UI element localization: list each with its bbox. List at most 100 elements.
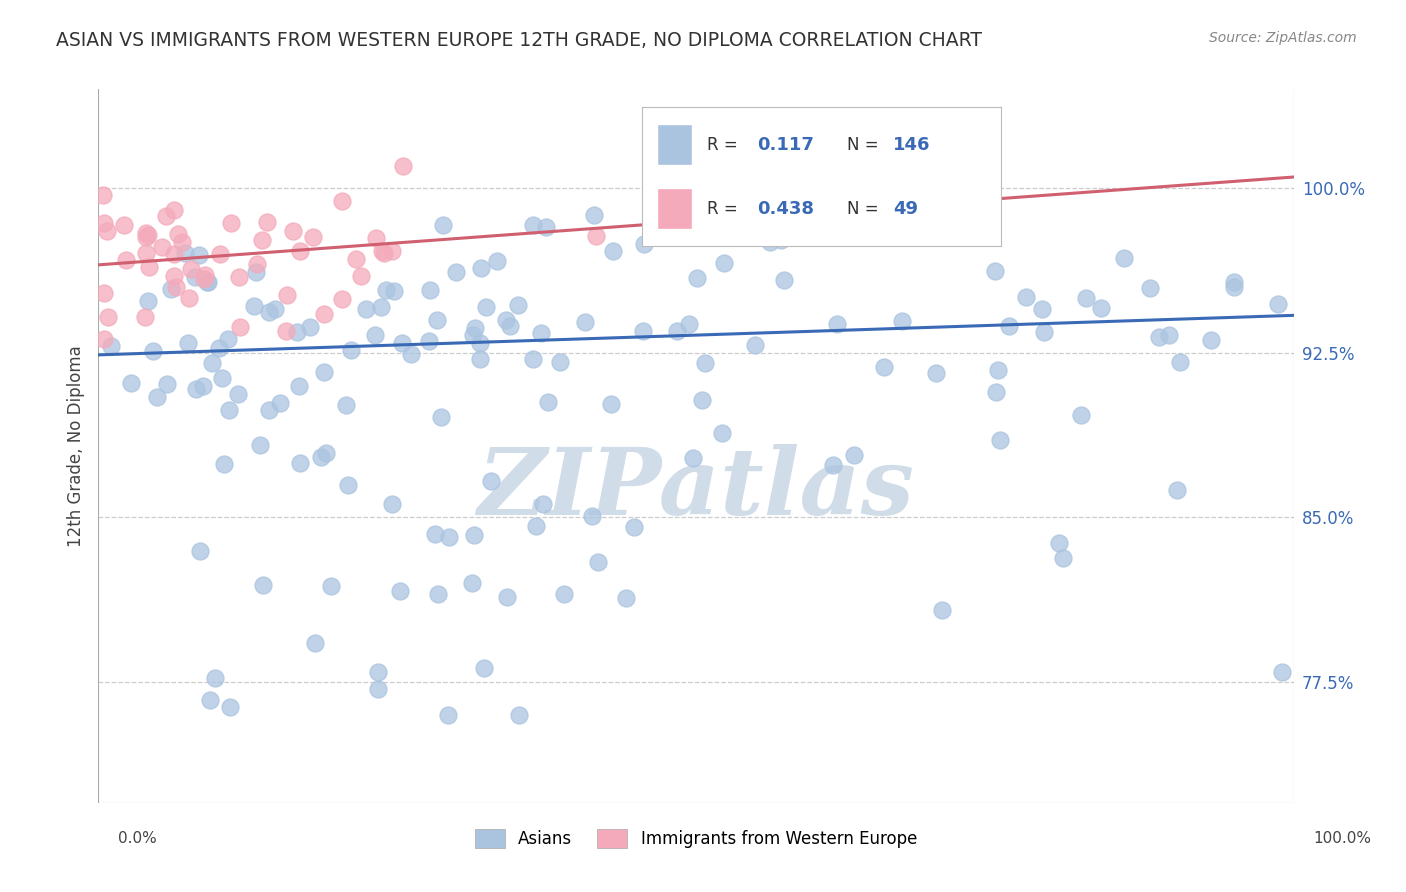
Point <box>170 235 193 250</box>
Point <box>468 351 491 366</box>
Text: 100.0%: 100.0% <box>1313 831 1372 846</box>
Point <box>391 335 413 350</box>
Point <box>548 355 571 369</box>
Point <box>138 260 160 274</box>
Point <box>710 426 733 441</box>
Point <box>401 347 423 361</box>
Point <box>115 253 138 268</box>
Point <box>984 263 1007 277</box>
Point <box>1223 280 1246 294</box>
Point <box>682 451 704 466</box>
Point <box>184 382 207 396</box>
Point <box>678 317 700 331</box>
Point <box>245 264 267 278</box>
Point <box>553 587 575 601</box>
Point <box>426 587 449 601</box>
Point <box>330 194 353 208</box>
Point <box>315 446 337 460</box>
Point <box>162 246 184 260</box>
Point <box>290 456 312 470</box>
Point <box>250 233 273 247</box>
Point <box>823 458 845 472</box>
Point <box>1139 280 1161 294</box>
Point <box>187 248 209 262</box>
Point <box>444 265 467 279</box>
Point <box>508 708 530 723</box>
Point <box>150 240 173 254</box>
Point <box>198 693 221 707</box>
Point <box>193 378 215 392</box>
Point <box>425 527 447 541</box>
Point <box>1267 297 1289 311</box>
Point <box>287 379 309 393</box>
Point <box>1223 275 1246 289</box>
Point <box>585 228 607 243</box>
Point <box>623 519 645 533</box>
Point <box>214 457 236 471</box>
Point <box>437 530 460 544</box>
Text: 0.0%: 0.0% <box>118 831 157 846</box>
Point <box>350 269 373 284</box>
Point <box>382 284 405 298</box>
Point <box>1031 301 1053 316</box>
Point <box>134 310 156 325</box>
Point <box>464 321 486 335</box>
Point <box>344 252 367 266</box>
Point <box>391 159 413 173</box>
Point <box>97 310 120 325</box>
Point <box>463 528 485 542</box>
Point <box>468 335 491 350</box>
Point <box>600 397 623 411</box>
Point <box>243 299 266 313</box>
Point <box>283 224 305 238</box>
Point <box>370 301 392 315</box>
Point <box>197 275 219 289</box>
Point <box>432 218 454 232</box>
Point <box>373 246 395 260</box>
Point <box>252 578 274 592</box>
Point <box>180 262 202 277</box>
Point <box>93 332 115 346</box>
Point <box>218 700 240 714</box>
Point <box>713 256 735 270</box>
Point <box>461 328 484 343</box>
Point <box>218 402 240 417</box>
Point <box>177 291 200 305</box>
Point <box>583 208 606 222</box>
Point <box>208 247 231 261</box>
Point <box>188 544 211 558</box>
Point <box>1199 333 1222 347</box>
Point <box>367 681 389 696</box>
Point <box>931 602 953 616</box>
Point <box>371 244 394 258</box>
Point <box>246 257 269 271</box>
Point <box>146 390 169 404</box>
Point <box>506 298 529 312</box>
Point <box>988 433 1011 447</box>
Point <box>91 187 114 202</box>
Point <box>274 324 297 338</box>
Point <box>470 260 492 275</box>
Point <box>534 220 557 235</box>
Point <box>135 226 157 240</box>
Point <box>163 268 186 283</box>
Point <box>337 477 360 491</box>
Point <box>184 270 207 285</box>
Point <box>987 363 1010 377</box>
Point <box>873 359 896 374</box>
Point <box>530 326 553 340</box>
Point <box>354 301 377 316</box>
Point <box>100 339 122 353</box>
Point <box>475 300 498 314</box>
Point <box>375 283 398 297</box>
Point <box>1271 665 1294 680</box>
Point <box>301 230 323 244</box>
Point <box>925 366 948 380</box>
Point <box>259 305 281 319</box>
Point <box>309 450 332 465</box>
Point <box>339 343 361 357</box>
Point <box>842 448 865 462</box>
Point <box>495 312 517 326</box>
Point <box>429 409 451 424</box>
Point <box>984 385 1007 400</box>
